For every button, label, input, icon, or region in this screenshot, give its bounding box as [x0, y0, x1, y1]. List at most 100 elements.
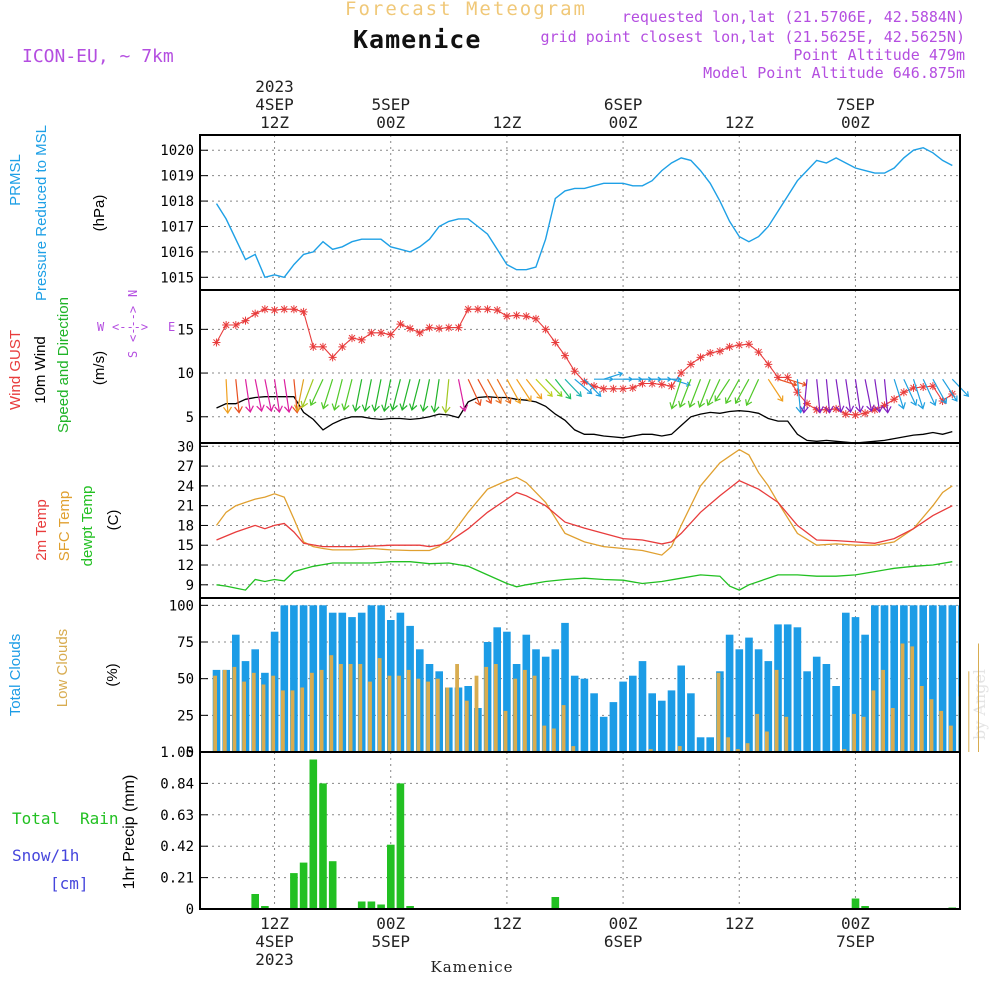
wind-arrow — [419, 379, 431, 413]
gust-marker — [222, 320, 231, 329]
gust-marker — [783, 373, 792, 382]
low-cloud-bar — [339, 664, 343, 752]
compass-w: W — [97, 320, 105, 334]
time-label-top: 6SEP — [604, 95, 643, 114]
gust-marker — [454, 323, 463, 332]
wind-arrow — [361, 379, 372, 413]
low-cloud-bar — [919, 686, 924, 752]
wind-arrow — [922, 378, 937, 407]
wind-arrow — [564, 378, 582, 397]
wind-arrow — [714, 378, 731, 402]
wind-arrow — [292, 379, 302, 414]
wind-arrow — [506, 378, 522, 405]
time-label-bottom: 00Z — [609, 914, 638, 933]
gust-marker — [657, 380, 666, 389]
low-cloud-bar — [736, 749, 740, 752]
total-cloud-bar — [561, 622, 569, 752]
wind-arrow — [687, 378, 702, 408]
total-cloud-bar — [706, 737, 714, 752]
time-label-top: 5SEP — [371, 95, 410, 114]
low-clouds-label: Low Clouds — [54, 629, 71, 707]
gust-marker — [832, 404, 841, 413]
y-tick-label: 27 — [177, 459, 194, 475]
gust-marker — [590, 382, 599, 391]
total-cloud-bar — [570, 675, 579, 752]
low-cloud-bar — [939, 710, 944, 752]
gust-marker — [309, 342, 318, 351]
wind-arrow — [516, 378, 532, 402]
precip-bar — [309, 759, 318, 909]
panel-border — [199, 751, 961, 910]
low-cloud-bar — [968, 671, 970, 752]
precip-bar — [251, 894, 259, 909]
total-cloud-bar — [280, 605, 289, 752]
time-label-bottom: 2023 — [255, 950, 294, 969]
total-label: Total — [12, 809, 60, 828]
y-tick-label: 1018 — [160, 194, 194, 210]
sfc-temp-line — [215, 448, 953, 556]
gust-marker — [599, 384, 608, 393]
panel-border — [199, 134, 961, 291]
temp-2m-label: 2m Temp — [33, 499, 50, 560]
gust-marker — [348, 334, 356, 343]
time-label-bottom: 6SEP — [604, 932, 643, 951]
gust-marker — [377, 328, 386, 337]
time-label-bottom: 12Z — [260, 914, 289, 933]
low-cloud-bar — [281, 690, 285, 752]
total-cloud-bar — [658, 700, 666, 752]
snow-label: Snow/1h — [12, 846, 79, 865]
time-label-top: 12Z — [725, 113, 754, 132]
total-cloud-bar — [551, 649, 560, 752]
y-tick-label: 0.63 — [160, 808, 194, 824]
total-cloud-bar — [745, 637, 753, 752]
total-cloud-bar — [367, 605, 376, 752]
time-label-top: 00Z — [376, 113, 405, 132]
time-label-top: 7SEP — [836, 95, 875, 114]
total-cloud-bar — [822, 664, 831, 752]
precip-bar — [299, 862, 308, 909]
wind-arrow — [341, 379, 353, 412]
gust-marker — [928, 382, 937, 391]
total-cloud-bar — [832, 686, 840, 752]
y-tick-label: 0 — [186, 902, 194, 918]
low-cloud-bar — [484, 666, 489, 752]
time-label-bottom: 5SEP — [371, 932, 410, 951]
wind-arrow — [409, 379, 421, 412]
gust-marker — [299, 307, 308, 316]
y-tick-label: 21 — [177, 499, 194, 515]
low-cloud-bar — [900, 643, 905, 752]
total-cloud-bar — [299, 605, 308, 752]
low-cloud-bar — [397, 675, 401, 752]
wind-arrow — [942, 378, 958, 402]
y-tick-label: 5 — [186, 410, 194, 426]
sfc-temp-label: SFC Temp — [56, 491, 73, 562]
gust-marker — [473, 305, 482, 314]
total-cloud-bar — [783, 624, 792, 752]
total-cloud-bar — [842, 612, 850, 752]
wind-arrow — [777, 378, 798, 387]
wind-arrow — [603, 371, 624, 380]
total-cloud-bar — [754, 649, 763, 752]
wind-arrow — [486, 378, 502, 405]
low-cloud-bar — [290, 690, 295, 752]
low-cloud-bar — [571, 746, 576, 752]
time-label-top: 12Z — [492, 113, 521, 132]
gust-marker — [803, 399, 812, 408]
low-cloud-bar — [861, 716, 866, 752]
low-cloud-bar — [561, 705, 566, 752]
y-tick-label: 0.42 — [160, 839, 194, 855]
gust-marker — [396, 320, 405, 329]
precip-bar — [396, 783, 405, 909]
gust-marker — [919, 383, 928, 392]
product-title: Forecast Meteogram — [345, 0, 587, 20]
wind-arrow — [477, 378, 493, 405]
total-cloud-bar — [541, 656, 550, 752]
wind-arrow — [525, 378, 543, 400]
low-cloud-bar — [329, 655, 334, 752]
total-cloud-bar — [677, 665, 685, 752]
time-label-bottom: 00Z — [376, 914, 405, 933]
gust-marker — [609, 384, 618, 393]
precip-bar — [367, 901, 376, 909]
panel-0: 1015 1016 1017 1018 1019 1020 — [160, 135, 960, 290]
